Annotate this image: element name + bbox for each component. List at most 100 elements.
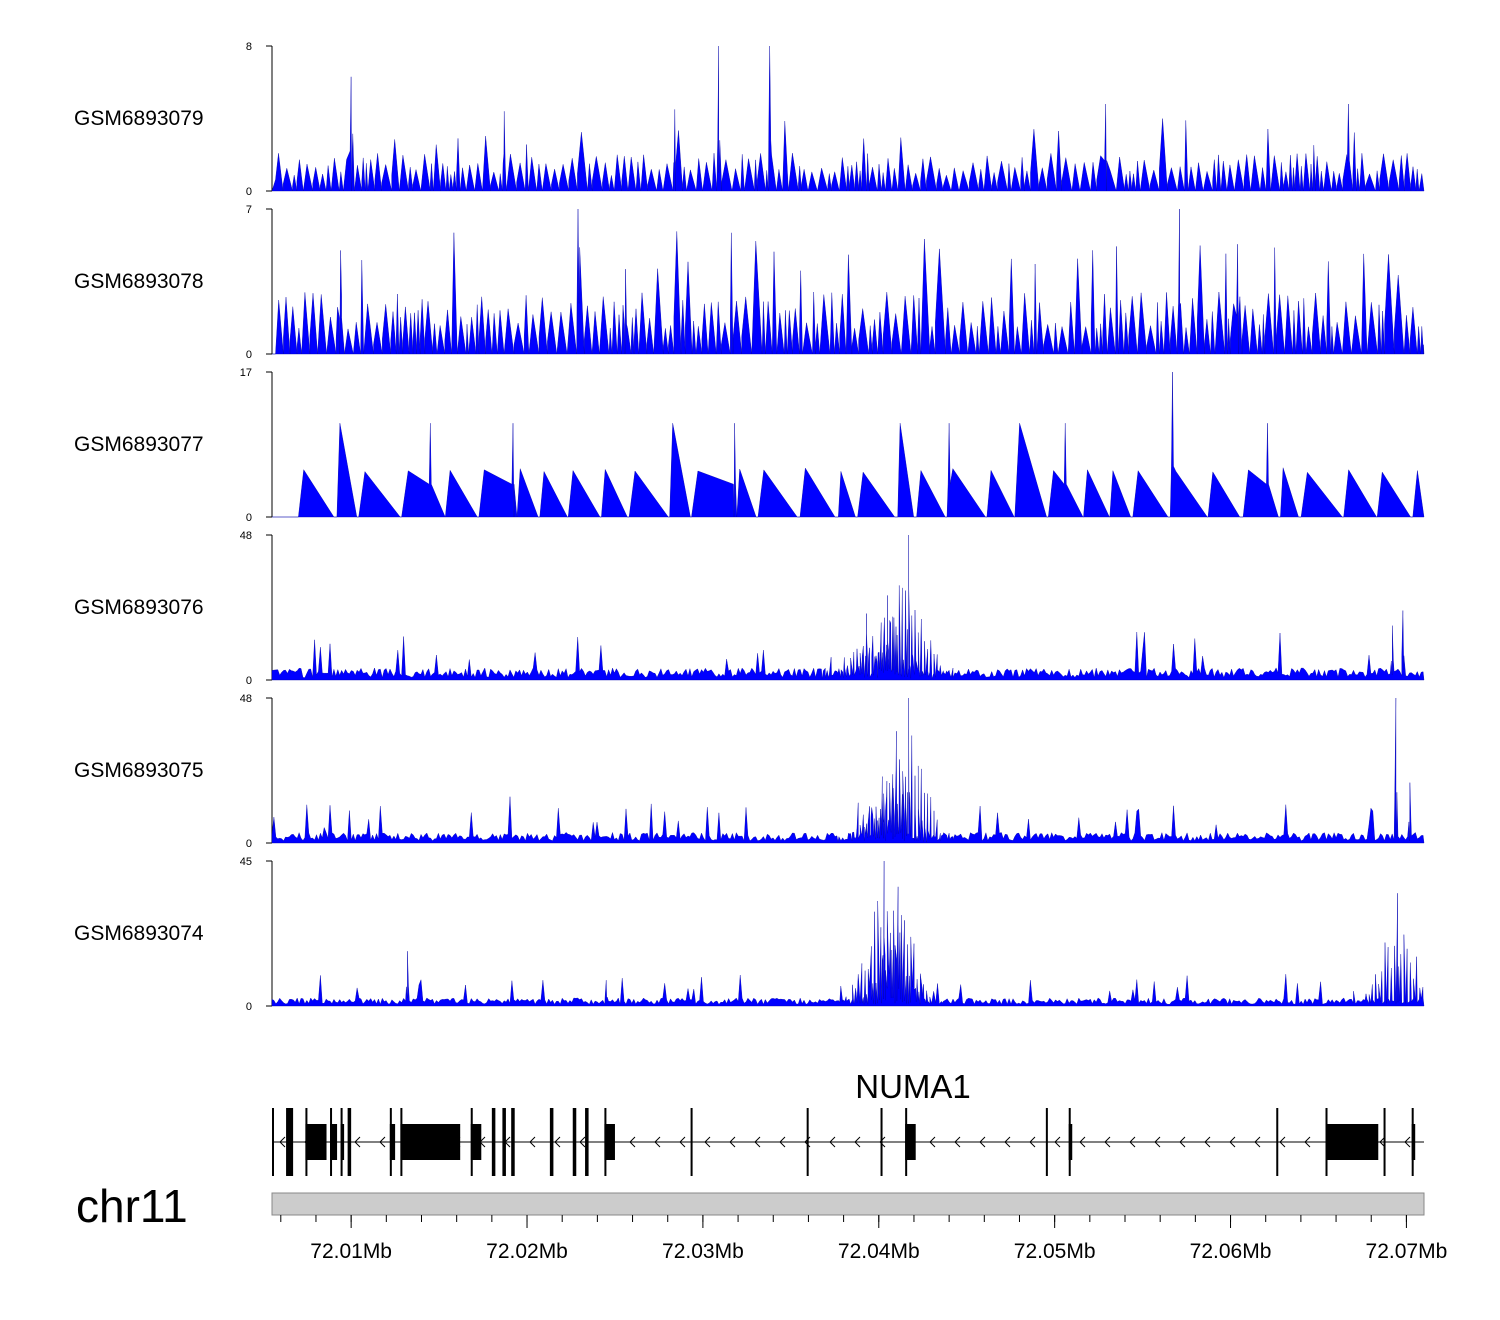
- exon: [604, 1124, 615, 1160]
- exon-edge: [389, 1108, 392, 1176]
- track-GSM6893074: 45 0 GSM6893074: [74, 856, 1425, 1013]
- exon-edge: [340, 1108, 343, 1176]
- gene-model-track: NUMA1: [272, 1068, 1424, 1176]
- chromosome-label: chr11: [76, 1180, 188, 1232]
- exon-edge: [305, 1108, 308, 1176]
- strand-arrow: [1004, 1136, 1011, 1148]
- strand-arrow: [1079, 1136, 1086, 1148]
- strand-arrow: [829, 1136, 836, 1148]
- exon-edge: [470, 1108, 473, 1176]
- y-tick-label-max: 8: [246, 41, 252, 53]
- y-tick-label-max: 45: [240, 856, 252, 868]
- coverage-tracks: 8 0 GSM6893079 7 0 GSM6893078 17 0 GSM6893077 48 0…: [74, 41, 1425, 1013]
- exon-edge: [905, 1108, 908, 1176]
- strand-arrow: [1229, 1136, 1236, 1148]
- strand-arrow: [1204, 1136, 1211, 1148]
- coverage-area: [271, 697, 1425, 844]
- track-label: GSM6893077: [74, 433, 204, 456]
- strand-arrow: [1104, 1136, 1111, 1148]
- genome-axis-track: chr11 72.01Mb 72.02Mb 72.03Mb 72.04Mb 72.05Mb…: [76, 1180, 1447, 1263]
- strand-arrow: [1154, 1136, 1161, 1148]
- strand-arrow: [1304, 1136, 1311, 1148]
- track-GSM6893076: 48 0 GSM6893076: [74, 530, 1425, 687]
- exon: [549, 1108, 554, 1176]
- strand-arrow: [1129, 1136, 1136, 1148]
- exon: [286, 1108, 294, 1176]
- x-tick-label: 72.03Mb: [662, 1240, 744, 1263]
- track-label: GSM6893074: [74, 922, 204, 945]
- strand-arrow: [754, 1136, 761, 1148]
- y-tick-label-min: 0: [246, 1001, 252, 1013]
- strand-arrow: [979, 1136, 986, 1148]
- strand-arrow: [954, 1136, 961, 1148]
- exon: [572, 1108, 577, 1176]
- strand-arrow: [554, 1136, 561, 1148]
- strand-arrow: [529, 1136, 536, 1148]
- strand-arrow: [679, 1136, 686, 1148]
- strand-arrow: [354, 1136, 361, 1148]
- exon: [1276, 1108, 1279, 1176]
- track-label: GSM6893076: [74, 596, 204, 619]
- y-tick-label-max: 48: [240, 530, 252, 542]
- exon: [502, 1108, 506, 1176]
- y-tick-label-min: 0: [246, 512, 252, 524]
- strand-arrow: [854, 1136, 861, 1148]
- strand-arrow: [1279, 1136, 1286, 1148]
- track-GSM6893077: 17 0 GSM6893077: [74, 367, 1425, 524]
- coverage-area: [271, 860, 1425, 1007]
- strand-arrow: [629, 1136, 636, 1148]
- strand-arrow: [654, 1136, 661, 1148]
- x-tick-label: 72.02Mb: [486, 1240, 568, 1263]
- track-GSM6893075: 48 0 GSM6893075: [74, 693, 1425, 850]
- strand-arrow: [279, 1136, 286, 1148]
- track-label: GSM6893075: [74, 759, 204, 782]
- strand-arrow: [1254, 1136, 1261, 1148]
- exon: [272, 1108, 274, 1176]
- track-GSM6893079: 8 0 GSM6893079: [74, 41, 1425, 198]
- y-tick-label-max: 7: [246, 204, 252, 216]
- y-tick-label-min: 0: [246, 349, 252, 361]
- track-GSM6893078: 7 0 GSM6893078: [74, 204, 1425, 361]
- strand-arrow: [579, 1136, 586, 1148]
- x-tick-label: 72.04Mb: [838, 1240, 920, 1263]
- exon: [491, 1108, 496, 1176]
- exon: [1383, 1108, 1386, 1176]
- exon-edge: [330, 1108, 333, 1176]
- y-tick-label-min: 0: [246, 675, 252, 687]
- x-tick-label: 72.07Mb: [1366, 1240, 1448, 1263]
- exon: [305, 1124, 327, 1160]
- coverage-area: [271, 534, 1425, 681]
- exon-edge: [1325, 1108, 1328, 1176]
- strand-arrow: [1054, 1136, 1061, 1148]
- strand-arrow: [879, 1136, 886, 1148]
- strand-arrow: [1179, 1136, 1186, 1148]
- y-tick-label-max: 48: [240, 693, 252, 705]
- strand-arrow: [379, 1136, 386, 1148]
- track-label: GSM6893078: [74, 270, 204, 293]
- exon-edge: [604, 1108, 607, 1176]
- coverage-area: [272, 371, 1425, 518]
- coverage-area: [271, 45, 1425, 192]
- coverage-area: [272, 208, 1425, 355]
- y-tick-label-max: 17: [240, 367, 252, 379]
- y-tick-label-min: 0: [246, 186, 252, 198]
- exon: [1325, 1124, 1379, 1160]
- x-tick-label: 72.01Mb: [310, 1240, 392, 1263]
- exon: [1045, 1108, 1048, 1176]
- chromosome-bar: [271, 1192, 1425, 1216]
- exon: [880, 1108, 883, 1176]
- strand-arrow: [929, 1136, 936, 1148]
- exon-edge: [1411, 1108, 1414, 1176]
- exon: [905, 1124, 916, 1160]
- exon: [347, 1108, 352, 1176]
- exon-edge: [400, 1108, 403, 1176]
- gene-name-label: NUMA1: [855, 1068, 971, 1105]
- exon: [389, 1124, 396, 1160]
- y-tick-label-min: 0: [246, 838, 252, 850]
- exon: [470, 1124, 482, 1160]
- strand-arrow: [1404, 1136, 1411, 1148]
- exon: [400, 1124, 461, 1160]
- x-tick-label: 72.05Mb: [1014, 1240, 1096, 1263]
- exon: [585, 1108, 589, 1176]
